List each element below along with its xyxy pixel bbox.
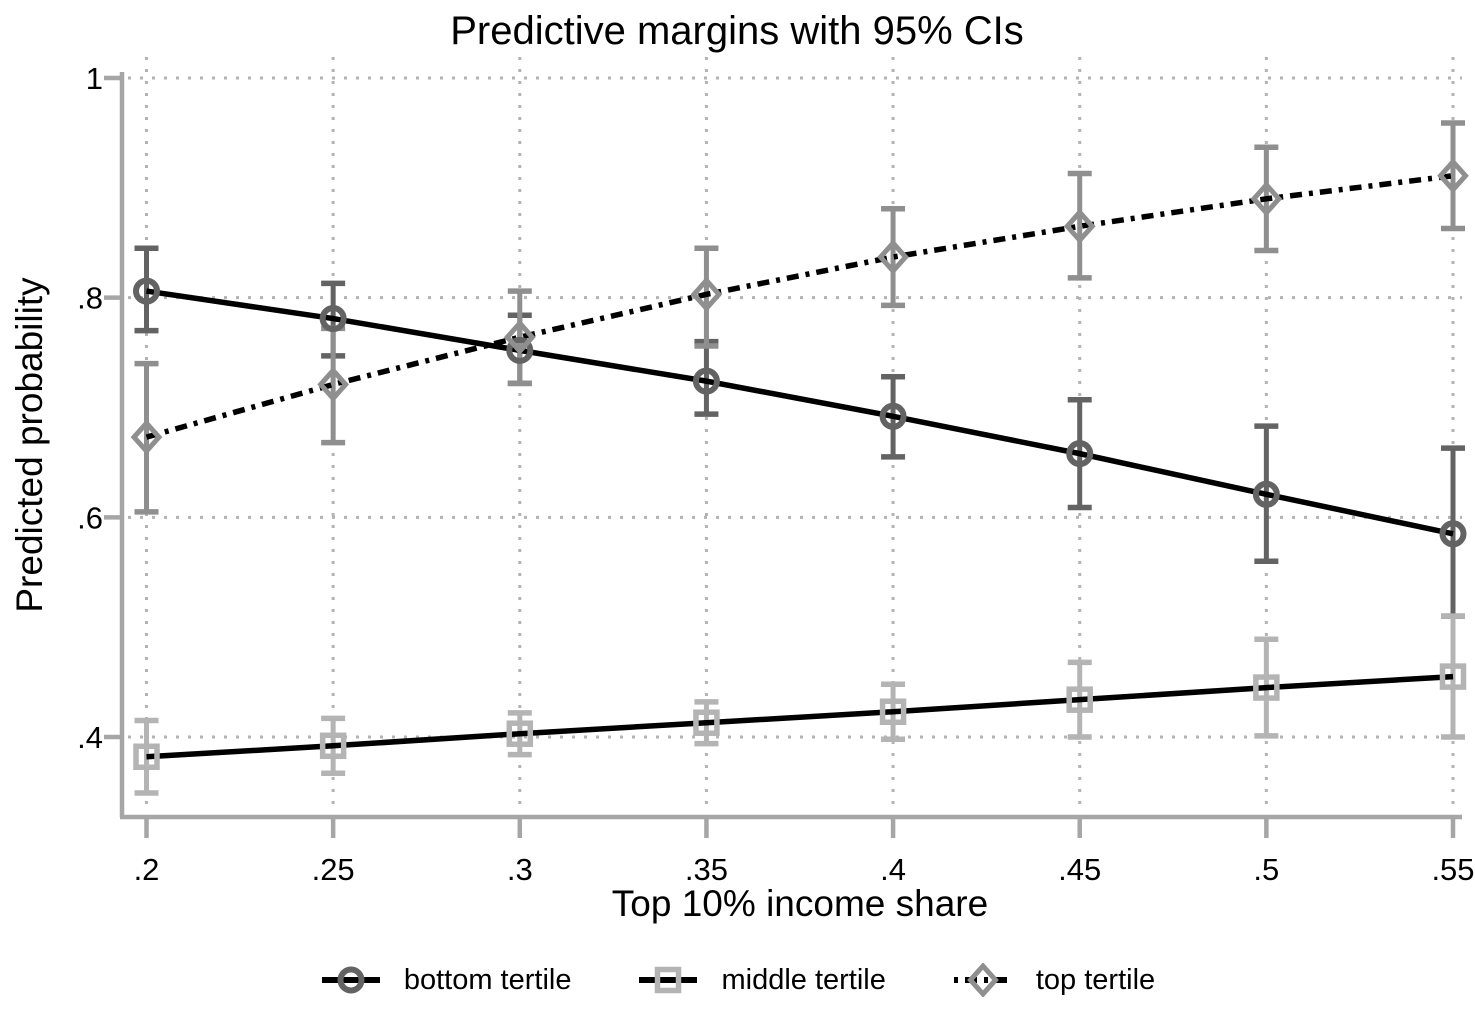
marker-circle — [1439, 520, 1467, 548]
marker-diamond — [877, 239, 909, 275]
x-tick-label: .25 — [312, 852, 355, 887]
marker-square — [879, 698, 907, 725]
marker-circle — [319, 305, 347, 333]
series-line-circle — [146, 288, 1454, 537]
legend-key-diamond-icon — [953, 963, 1012, 997]
legend-label-top-tertile: top tertile — [1035, 964, 1156, 996]
marker-square — [133, 743, 160, 771]
x-tick-label: .45 — [1058, 852, 1101, 887]
series-markers — [130, 157, 1469, 771]
x-tick-label: .2 — [134, 852, 160, 887]
marker-circle — [133, 277, 160, 305]
marker-diamond — [690, 276, 723, 313]
marker-circle — [337, 966, 365, 994]
marker-circle — [1066, 440, 1094, 468]
legend-label-bottom-tertile: bottom tertile — [403, 964, 572, 996]
series-line-diamond — [145, 173, 1454, 440]
x-tick-label: .3 — [507, 852, 533, 887]
tick-labels: .4 .6 .8 1 .2 .25 .3 .35 .4 .45 .5 .55 — [77, 61, 1474, 887]
marker-diamond — [1250, 181, 1283, 217]
y-tick-label: 1 — [86, 61, 103, 96]
legend: bottom tertile middle tertile top tertil… — [0, 963, 1475, 997]
marker-diamond — [1437, 157, 1469, 194]
marker-square — [1066, 686, 1093, 713]
y-tick-label: .6 — [77, 500, 103, 535]
marker-circle — [879, 402, 907, 430]
chart-title: Predictive margins with 95% CIs — [450, 9, 1024, 53]
x-tick-label: .4 — [880, 852, 906, 887]
marker-circle — [1252, 480, 1280, 508]
marker-diamond — [967, 963, 999, 997]
series-line-square — [146, 673, 1454, 760]
marker-diamond — [130, 419, 163, 455]
y-tick-label: .8 — [77, 281, 103, 316]
series-lines — [145, 173, 1454, 760]
marker-circle — [506, 336, 534, 364]
marker-square — [506, 720, 534, 747]
legend-key-square-icon — [639, 966, 698, 994]
legend-key-circle-icon — [321, 966, 380, 994]
marker-diamond — [503, 319, 536, 355]
marker-square — [655, 966, 682, 994]
x-tick-label: .5 — [1253, 852, 1279, 887]
marker-diamond — [317, 366, 349, 403]
legend-item-bottom-tertile: bottom tertile — [320, 963, 572, 997]
marker-circle — [692, 367, 720, 395]
y-tick-label: .4 — [77, 720, 103, 755]
marker-square — [319, 732, 347, 760]
marker-diamond — [1063, 208, 1096, 245]
legend-item-top-tertile: top tertile — [952, 963, 1155, 997]
marker-square — [1253, 674, 1280, 701]
confidence-intervals — [134, 120, 1465, 796]
legend-item-middle-tertile: middle tertile — [637, 963, 886, 997]
axes — [104, 72, 1462, 838]
legend-label-middle-tertile: middle tertile — [721, 964, 886, 996]
x-tick-label: .35 — [685, 852, 728, 887]
x-tick-label: .55 — [1431, 852, 1474, 887]
marker-square — [693, 709, 720, 736]
x-axis-title: Top 10% income share — [612, 883, 988, 924]
marker-square — [1439, 663, 1467, 690]
y-axis-title: Predicted probability — [9, 277, 50, 613]
